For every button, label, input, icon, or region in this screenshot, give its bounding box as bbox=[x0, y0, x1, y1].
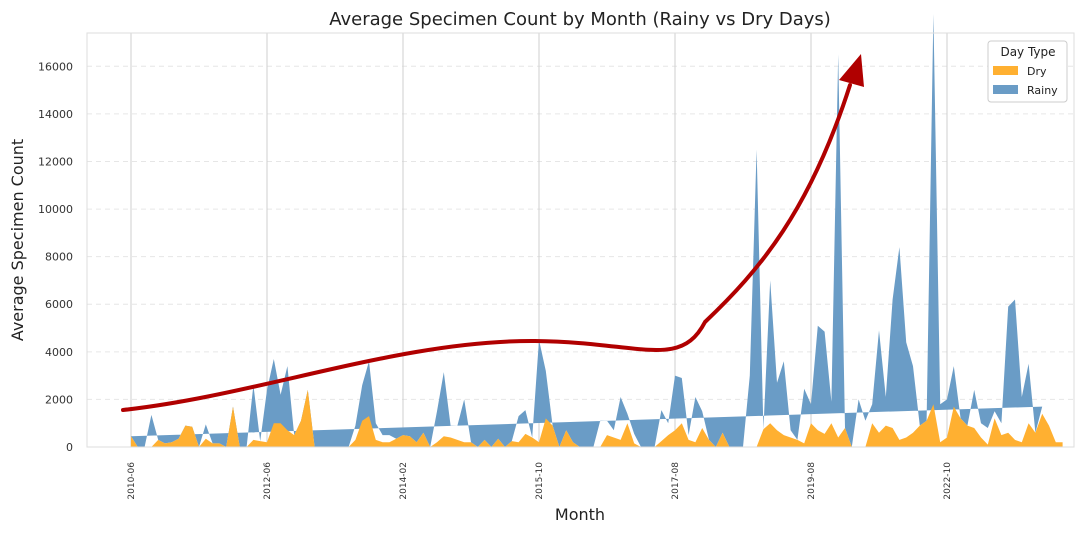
x-tick-label: 2017-08 bbox=[671, 462, 681, 500]
legend: Day Type Dry Rainy bbox=[987, 40, 1068, 103]
y-tick-label: 6000 bbox=[45, 298, 73, 311]
x-tick-label: 2022-10 bbox=[943, 462, 953, 500]
x-tick-label: 2010-06 bbox=[127, 462, 137, 500]
x-axis-ticks: 2010-06 2012-06 2014-02 2015-10 2017-08 2019-… bbox=[127, 462, 953, 500]
y-tick-label: 16000 bbox=[38, 60, 73, 73]
y-tick-label: 14000 bbox=[38, 108, 73, 121]
x-tick-label: 2014-02 bbox=[399, 462, 409, 500]
x-tick-label: 2019-08 bbox=[807, 462, 817, 500]
y-tick-label: 0 bbox=[66, 441, 73, 454]
x-tick-label: 2012-06 bbox=[263, 462, 273, 500]
chart-title: Average Specimen Count by Month (Rainy v… bbox=[329, 9, 831, 30]
y-tick-label: 12000 bbox=[38, 155, 73, 168]
series-area-dry bbox=[131, 389, 1063, 447]
y-axis-ticks: 0 2000 4000 6000 8000 10000 12000 14000 16000 bbox=[38, 60, 73, 454]
x-axis-title: Month bbox=[555, 505, 605, 524]
trend-arrow bbox=[121, 54, 864, 412]
legend-swatch-rainy bbox=[993, 85, 1018, 94]
x-tick-label: 2015-10 bbox=[535, 462, 545, 500]
y-axis-title: Average Specimen Count bbox=[8, 139, 27, 341]
y-tick-label: 4000 bbox=[45, 346, 73, 359]
area-series bbox=[131, 14, 1063, 447]
legend-swatch-dry bbox=[993, 66, 1018, 75]
y-tick-label: 10000 bbox=[38, 203, 73, 216]
trend-arrow-head bbox=[839, 54, 864, 87]
y-tick-label: 8000 bbox=[45, 251, 73, 264]
legend-label-rainy: Rainy bbox=[1027, 84, 1058, 97]
plot-frame bbox=[86, 32, 1075, 448]
trend-arrow-line bbox=[121, 83, 852, 412]
y-tick-label: 2000 bbox=[45, 393, 73, 406]
legend-title: Day Type bbox=[1000, 45, 1055, 59]
series-area-rainy bbox=[131, 14, 1043, 447]
legend-label-dry: Dry bbox=[1027, 65, 1047, 78]
